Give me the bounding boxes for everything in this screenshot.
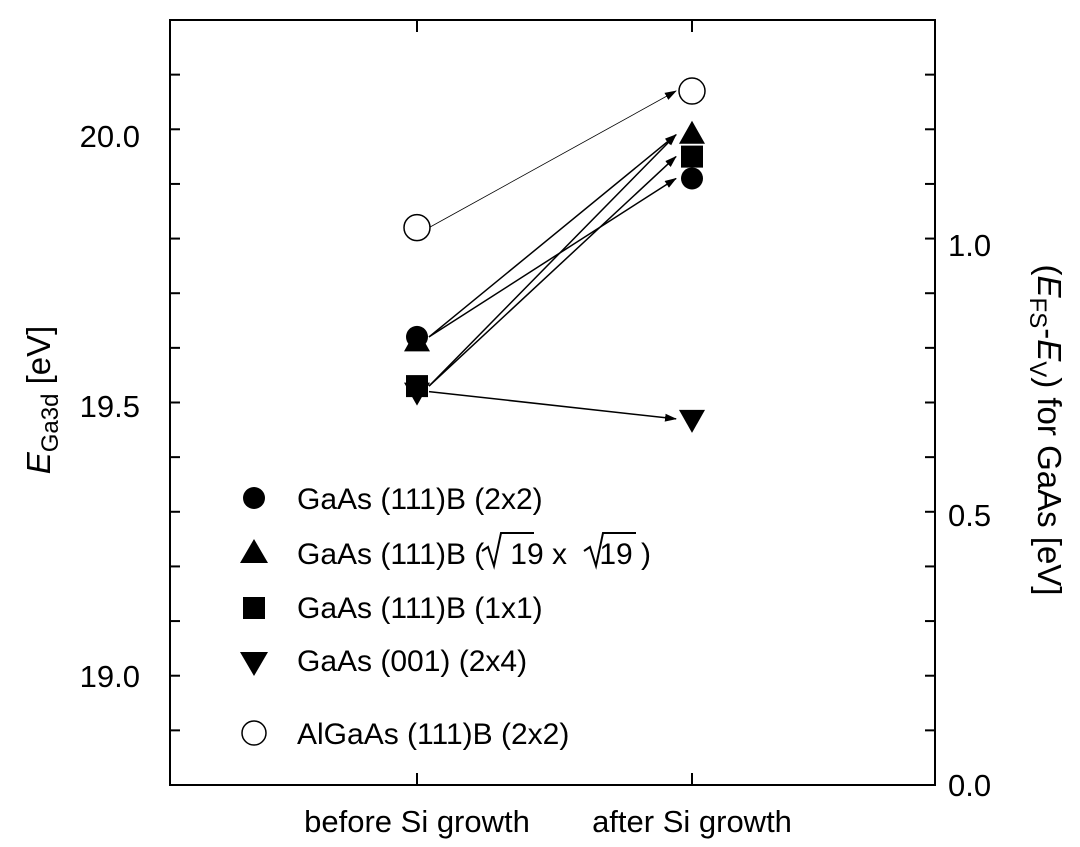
right-tick-label-0-5: 0.5 — [948, 498, 991, 533]
marker-circle-1 — [681, 167, 703, 190]
marker-circle-open-1 — [678, 77, 706, 105]
legend-label-gaas-111b-sqrt19: GaAs (111)B (19 x 19 ) — [297, 538, 651, 571]
sqrt-sign-1-icon — [481, 532, 534, 570]
transition-arrow-2 — [428, 155, 677, 387]
legend-marker-circle-open — [241, 720, 267, 746]
legend-label-algaas-111b-2x2: AlGaAs (111)B (2x2) — [297, 718, 569, 751]
legend-label-gaas-111b-2x2: GaAs (111)B (2x2) — [297, 483, 543, 516]
legend-marker-triangle-down — [240, 652, 268, 676]
marker-square-0 — [406, 375, 428, 398]
transition-arrow-3 — [428, 134, 677, 387]
transition-arrows — [428, 90, 677, 422]
right-tick-label-1-0: 1.0 — [948, 228, 991, 263]
right-tick-label-0-0: 0.0 — [948, 768, 991, 803]
category-label-after: after Si growth — [592, 804, 792, 839]
category-label-before: before Si growth — [304, 804, 530, 839]
legend-marker-triangle-up — [240, 539, 268, 563]
marker-square-1 — [681, 145, 703, 168]
transition-arrow-1 — [428, 134, 677, 338]
right-axis-title: (EFS-EV) for GaAs [eV] — [1024, 265, 1068, 596]
left-tick-label-19-0: 19.0 — [80, 659, 140, 694]
legend-label-gaas-001-2x4: GaAs (001) (2x4) — [297, 645, 527, 678]
legend-marker-square — [243, 597, 265, 619]
transition-arrow-5 — [428, 90, 677, 228]
left-tick-label-20-0: 20.0 — [80, 119, 140, 154]
transition-arrow-0 — [428, 177, 677, 338]
legend-label-gaas-111b-1x1: GaAs (111)B (1x1) — [297, 592, 543, 625]
transition-arrow-4 — [428, 390, 677, 422]
plot-frame — [169, 19, 936, 786]
sqrt-sign-2-icon — [583, 532, 636, 570]
left-tick-label-19-5: 19.5 — [80, 389, 140, 424]
axis-ticks — [170, 20, 935, 785]
data-markers — [403, 77, 706, 433]
marker-triangle-down-1 — [679, 409, 705, 433]
marker-circle-0 — [406, 325, 428, 348]
marker-triangle-up-1 — [679, 120, 705, 144]
legend-marker-circle — [243, 487, 265, 509]
left-axis-title: EGa3d [eV] — [20, 326, 64, 475]
marker-circle-open-0 — [403, 213, 431, 242]
legend: GaAs (111)B (2x2) GaAs (111)B (19 x 19 )… — [240, 483, 651, 751]
